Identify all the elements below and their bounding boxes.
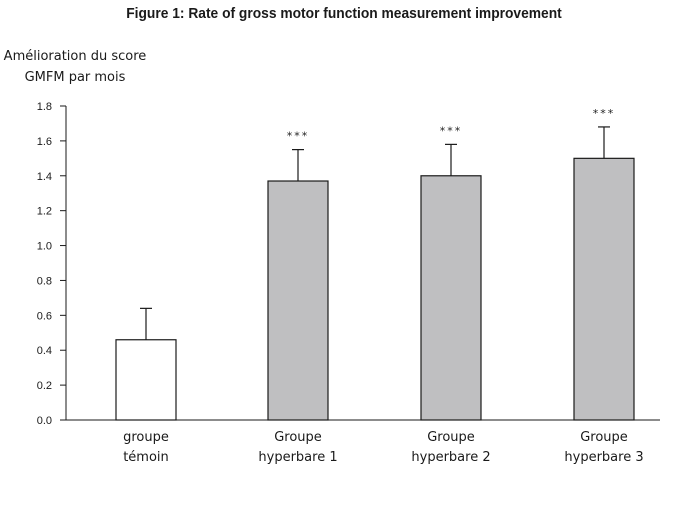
- y-tick-label: 0.8: [37, 275, 52, 287]
- y-tick-label: 0.2: [37, 380, 52, 392]
- x-category-label: groupe: [123, 430, 169, 445]
- significance-label: ***: [593, 107, 616, 120]
- y-tick-label: 1.0: [37, 241, 52, 253]
- x-category-label: Groupe: [427, 430, 475, 445]
- y-axis-label-line-1: Amélioration du score: [3, 49, 147, 64]
- y-axis-label-line-2: GMFM par mois: [24, 70, 126, 85]
- significance-label: ***: [287, 130, 310, 143]
- y-axis-label: Amélioration du score GMFM par mois: [0, 46, 150, 88]
- bar: [573, 157, 635, 421]
- bar: [420, 175, 482, 421]
- x-category-label: Groupe: [274, 430, 322, 445]
- x-category-label: hyperbare 2: [411, 450, 490, 465]
- x-category-label: hyperbare 3: [564, 450, 643, 465]
- significance-label: ***: [440, 124, 463, 137]
- y-tick-label: 0.4: [37, 345, 52, 357]
- chart-title: Figure 1: Rate of gross motor function m…: [126, 5, 562, 22]
- y-tick-label: 0.6: [37, 310, 52, 322]
- x-category-label: témoin: [123, 450, 169, 465]
- bar: [267, 180, 329, 421]
- bar: [115, 339, 177, 421]
- y-tick-label: 1.4: [37, 171, 52, 183]
- y-tick-label: 1.8: [37, 101, 52, 113]
- x-category-label: Groupe: [580, 430, 628, 445]
- y-tick-label: 0.0: [37, 415, 52, 427]
- y-tick-label: 1.2: [37, 206, 52, 218]
- y-tick-label: 1.6: [37, 136, 52, 148]
- x-category-label: hyperbare 1: [258, 450, 337, 465]
